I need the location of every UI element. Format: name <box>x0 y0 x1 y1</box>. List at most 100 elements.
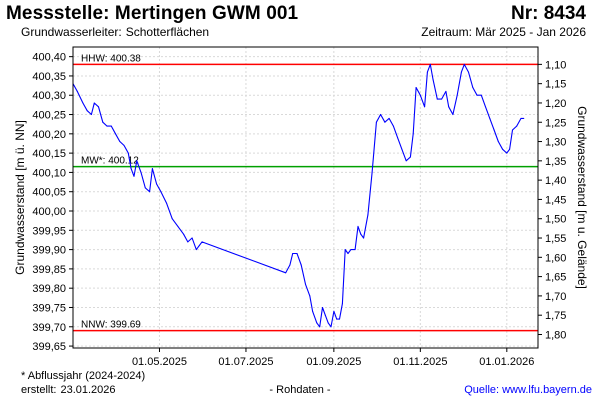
data-point <box>397 137 399 139</box>
reference-line-label: MW*: 400.12 <box>81 156 139 167</box>
y2-tick-label: 1,60 <box>545 252 566 264</box>
data-point <box>354 249 356 251</box>
data-point <box>327 322 329 324</box>
reference-line-label: HHW: 400.38 <box>81 53 141 64</box>
data-point <box>309 295 311 297</box>
data-point <box>489 117 491 119</box>
data-point <box>350 249 352 251</box>
data-point <box>339 318 340 320</box>
data-point <box>429 63 431 65</box>
data-point <box>90 114 92 115</box>
data-point <box>485 106 486 108</box>
data-point <box>380 114 382 115</box>
y2-tick-label: 1,80 <box>545 329 566 341</box>
created-label: erstellt: <box>21 384 57 396</box>
data-point <box>98 106 99 108</box>
y-axis-label: Grundwasserstand [m ü. NN] <box>13 120 27 275</box>
data-point <box>130 168 132 170</box>
plot-frame <box>72 46 539 349</box>
data-point <box>300 264 302 266</box>
data-point <box>436 98 438 100</box>
data-point <box>333 310 335 312</box>
data-point <box>305 283 306 285</box>
data-point <box>76 90 78 92</box>
data-point <box>412 133 414 135</box>
y-tick-label: 400,35 <box>32 71 66 83</box>
data-point <box>123 144 125 146</box>
data-point <box>110 125 112 127</box>
data-point <box>319 326 321 328</box>
data-point <box>375 121 377 123</box>
y2-tick-label: 1,55 <box>545 233 566 245</box>
station-number: Nr: 8434 <box>511 3 586 24</box>
raw-data-note: - Rohdaten - <box>269 384 331 396</box>
aquifer-label: Grundwasserleiter: <box>21 25 122 39</box>
data-point <box>322 307 323 308</box>
y-tick-label: 400,25 <box>32 110 66 122</box>
data-point <box>452 114 454 115</box>
data-point <box>149 191 151 193</box>
y-tick-label: 399,65 <box>32 341 66 353</box>
x-tick-label: 01.11.2025 <box>393 356 447 368</box>
data-point <box>183 233 185 235</box>
y2-tick-label: 1,50 <box>545 214 566 226</box>
data-point <box>476 94 478 96</box>
data-point <box>502 148 504 150</box>
y-tick-label: 399,70 <box>32 322 66 334</box>
data-point <box>136 160 138 162</box>
data-point <box>360 233 362 235</box>
y2-tick-label: 1,45 <box>545 194 566 206</box>
data-point <box>388 117 390 119</box>
data-point <box>119 141 121 142</box>
data-point <box>445 90 447 92</box>
data-point <box>156 183 158 185</box>
x-tick-label: 01.05.2025 <box>132 356 187 368</box>
y2-tick-label: 1,10 <box>545 59 566 71</box>
y-tick-label: 400,15 <box>32 148 66 160</box>
data-point <box>324 314 326 316</box>
y-tick-label: 399,80 <box>32 283 66 295</box>
data-point <box>463 63 465 65</box>
data-point <box>509 148 511 150</box>
data-point <box>177 225 179 227</box>
data-point <box>497 141 499 142</box>
reference-line-label: NNW: 399.69 <box>81 320 141 331</box>
data-point <box>198 245 200 247</box>
data-point <box>292 253 294 254</box>
data-point <box>357 225 359 227</box>
data-point <box>371 171 373 173</box>
source-link[interactable]: Quelle: www.lfu.bayern.de <box>464 384 592 396</box>
y2-tick-label: 1,20 <box>545 98 566 110</box>
data-point <box>456 94 458 96</box>
data-point <box>195 249 197 251</box>
data-point <box>468 71 469 73</box>
y-tick-label: 400,30 <box>32 90 66 102</box>
data-point <box>151 168 153 170</box>
period-label: Zeitraum: Mär 2025 - Jan 2026 <box>421 25 586 39</box>
data-point <box>405 160 407 162</box>
data-point <box>285 272 287 274</box>
page-title: Messstelle: Mertingen GWM 001 <box>6 3 299 24</box>
data-point <box>523 117 525 119</box>
data-point <box>289 264 291 266</box>
y2-tick-label: 1,15 <box>545 79 566 91</box>
data-point <box>330 326 332 328</box>
data-point <box>160 191 162 193</box>
data-point <box>512 129 513 131</box>
data-point <box>367 214 369 216</box>
data-point <box>506 152 508 154</box>
data-point <box>336 318 338 320</box>
data-point <box>432 79 434 81</box>
data-point <box>493 129 495 131</box>
footnote: * Abflussjahr (2024-2024) <box>21 370 146 382</box>
y2-tick-label: 1,75 <box>545 310 566 322</box>
data-point <box>472 87 474 88</box>
aquifer-info: Grundwasserleiter: Schotterflächen <box>21 25 209 39</box>
y-tick-label: 400,10 <box>32 167 66 179</box>
y-tick-label: 400,05 <box>32 187 66 199</box>
y-tick-label: 400,40 <box>32 52 66 64</box>
data-point <box>520 117 522 119</box>
data-point <box>448 106 450 108</box>
y2-tick-label: 1,30 <box>545 137 566 149</box>
